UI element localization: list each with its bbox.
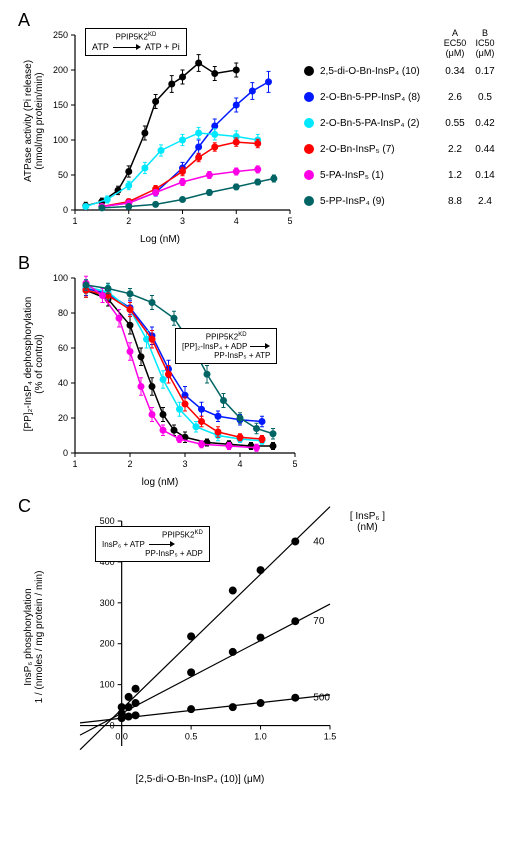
panel-c-ylabel-1: InsP₆ phosphorylation: [23, 588, 34, 685]
legend-label: 2,5-di-O-Bn-InsP₄ (10): [320, 66, 440, 77]
legend-row: 5-PP-InsP₄ (9)8.82.4: [304, 191, 500, 211]
svg-text:20: 20: [58, 413, 68, 423]
panel-b-chart: [PP]₂-InsP₄ dephosphorylation (% of cont…: [10, 253, 310, 483]
svg-text:1: 1: [72, 459, 77, 469]
panel-b: B [PP]₂-InsP₄ dephosphorylation (% of co…: [10, 253, 518, 488]
panel-a-ylabel-1: ATPase activity (Pi release): [23, 60, 34, 182]
legend-marker: [304, 144, 314, 154]
legend-row: 2-O-Bn-5-PP-InsP₄ (8)2.60.5: [304, 87, 500, 107]
svg-text:4: 4: [234, 216, 239, 226]
svg-text:100: 100: [53, 273, 68, 283]
svg-text:2: 2: [126, 216, 131, 226]
legend-ec50: 2.6: [440, 92, 470, 103]
legend-ic50: 2.4: [470, 196, 500, 207]
legend-ic50: 0.42: [470, 118, 500, 129]
svg-text:200: 200: [53, 65, 68, 75]
panel-b-ylabel-2: (% of control): [34, 334, 45, 393]
panel-a-chart: ATPase activity (Pi release) (nmol/mg pr…: [10, 10, 300, 240]
panel-a-ylabel-2: (nmol/mg protein/min): [34, 72, 45, 169]
legend-label: 5-PP-InsP₄ (9): [320, 196, 440, 207]
svg-text:250: 250: [53, 30, 68, 40]
legend-ec50: 2.2: [440, 144, 470, 155]
legend-label: 5-PA-InsP₅ (1): [320, 170, 440, 181]
panel-c-right-label: [ InsP₆ ] (nM): [350, 511, 385, 533]
legend-row: 2-O-Bn-5-PA-InsP₄ (2)0.550.42: [304, 113, 500, 133]
svg-text:50: 50: [58, 170, 68, 180]
svg-text:0: 0: [63, 205, 68, 215]
legend-label: 2-O-Bn-5-PA-InsP₄ (2): [320, 118, 440, 129]
legend-marker: [304, 66, 314, 76]
svg-text:4: 4: [237, 459, 242, 469]
legend-ic50: 0.17: [470, 66, 500, 77]
legend-row: 2-O-Bn-InsP₅ (7)2.20.44: [304, 139, 500, 159]
panel-c-equation: PPIP5K2KD InsP₆ + ATP PP-InsP₅ + ADP: [95, 526, 210, 562]
panel-b-ylabel-1: [PP]₂-InsP₄ dephosphorylation: [23, 297, 34, 432]
panel-c-chart: InsP₆ phosphorylation 1 / (nmoles / mg p…: [10, 496, 380, 776]
svg-text:100: 100: [100, 680, 115, 690]
svg-text:3: 3: [180, 216, 185, 226]
legend-row: 5-PA-InsP₅ (1)1.20.14: [304, 165, 500, 185]
panel-a: A ATPase activity (Pi release) (nmol/mg …: [10, 10, 518, 245]
legend-marker: [304, 196, 314, 206]
svg-text:0: 0: [63, 448, 68, 458]
legend-ic50: 0.5: [470, 92, 500, 103]
legend-label: 2-O-Bn-5-PP-InsP₄ (8): [320, 92, 440, 103]
svg-text:500: 500: [100, 516, 115, 526]
svg-text:300: 300: [100, 598, 115, 608]
svg-text:40: 40: [58, 378, 68, 388]
panel-a-equation: PPIP5K2KD ATP ATP + Pi: [85, 28, 187, 56]
svg-text:150: 150: [53, 100, 68, 110]
svg-text:100: 100: [53, 135, 68, 145]
legend-ec50: 0.55: [440, 118, 470, 129]
panel-b-equation: PPIP5K2KD [PP]₂-InsP₄ + ADP PP-InsP₅ + A…: [175, 328, 277, 364]
svg-text:200: 200: [100, 639, 115, 649]
legend-ic50: 0.44: [470, 144, 500, 155]
svg-text:40: 40: [313, 536, 325, 547]
legend-ic50: 0.14: [470, 170, 500, 181]
legend-row: 2,5-di-O-Bn-InsP₄ (10)0.340.17: [304, 61, 500, 81]
panel-a-legend: A EC50 (μM) B IC50 (μM) 2,5-di-O-Bn-InsP…: [304, 28, 500, 217]
panel-c: C InsP₆ phosphorylation 1 / (nmoles / mg…: [10, 496, 518, 785]
svg-text:60: 60: [58, 343, 68, 353]
svg-text:1.0: 1.0: [254, 732, 267, 742]
svg-text:0.0: 0.0: [115, 732, 128, 742]
legend-ec50: 0.34: [440, 66, 470, 77]
svg-text:80: 80: [58, 308, 68, 318]
svg-text:2: 2: [127, 459, 132, 469]
svg-text:0: 0: [110, 721, 115, 731]
svg-text:500: 500: [313, 693, 330, 704]
legend-ec50: 8.8: [440, 196, 470, 207]
svg-text:0.5: 0.5: [185, 732, 198, 742]
legend-marker: [304, 118, 314, 128]
legend-label: 2-O-Bn-InsP₅ (7): [320, 144, 440, 155]
legend-marker: [304, 92, 314, 102]
svg-text:70: 70: [313, 616, 325, 627]
svg-text:1.5: 1.5: [324, 732, 337, 742]
legend-ec50: 1.2: [440, 170, 470, 181]
legend-marker: [304, 170, 314, 180]
panel-b-svg: 0 20 40 60 80 100 1 2 3 4 5: [10, 253, 310, 483]
svg-text:5: 5: [292, 459, 297, 469]
svg-text:3: 3: [182, 459, 187, 469]
svg-text:1: 1: [72, 216, 77, 226]
panel-c-ylabel-2: 1 / (nmoles / mg protein / min): [34, 571, 45, 704]
svg-text:5: 5: [287, 216, 292, 226]
